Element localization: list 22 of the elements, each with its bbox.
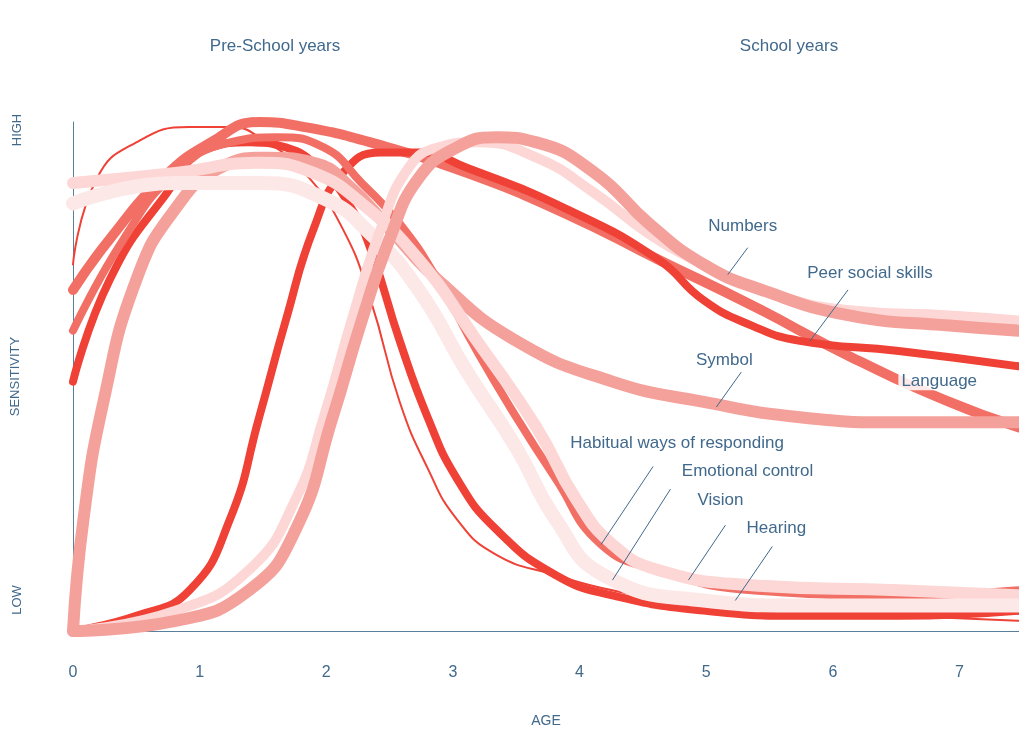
text: School years [739, 35, 839, 55]
annotation: Hearing [746, 517, 807, 537]
y-axis-title: SENSITIVITY [7, 336, 22, 417]
text: Pre-School years [209, 35, 341, 55]
text: LOW [8, 584, 24, 615]
x-tick-label: 0 [68, 662, 78, 680]
annotation: Symbol [695, 349, 753, 369]
annotation: Vision [697, 489, 744, 509]
annotation: Numbers [708, 216, 778, 236]
x-tick-label: 7 [955, 662, 965, 680]
annotation: Habitual ways of responding [570, 432, 784, 452]
annotation: Peer social skills [807, 263, 933, 283]
x-tick-label: 1 [195, 662, 205, 680]
x-tick-label: 2 [321, 662, 331, 680]
x-tick-label: 5 [701, 662, 711, 680]
x-axis-title: AGE [531, 712, 561, 728]
annotation: Emotional control [681, 460, 814, 480]
text: HIGH [8, 113, 24, 147]
x-tick-label: 6 [828, 662, 838, 680]
annotation: Language [901, 371, 978, 391]
x-tick-label: 3 [448, 662, 458, 680]
x-tick-label: 4 [575, 662, 585, 680]
